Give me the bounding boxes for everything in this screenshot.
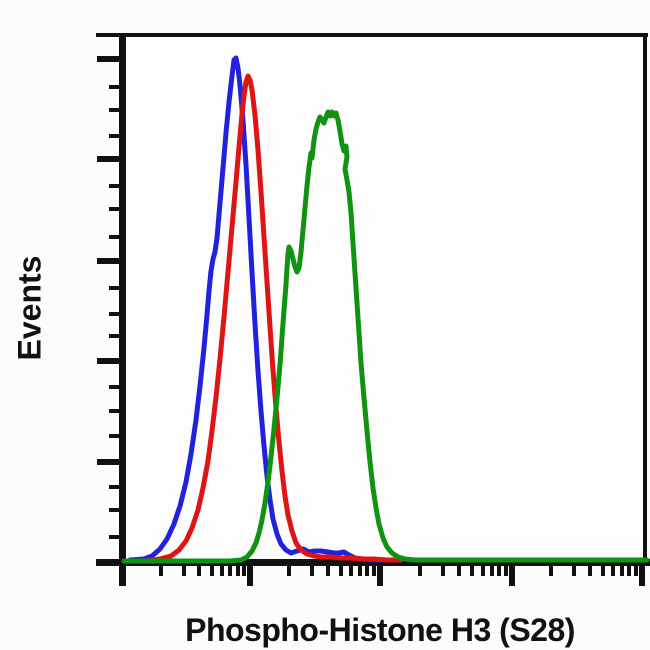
curve-blue	[127, 55, 401, 563]
y-axis-ticks	[97, 56, 122, 539]
curve-green	[121, 109, 650, 564]
x-axis-label: Phospho-Histone H3 (S28)	[185, 612, 575, 648]
x-axis-ticks	[159, 559, 645, 586]
plot-area-background	[122, 35, 646, 562]
y-axis-label: Events	[11, 255, 48, 361]
curve-red	[143, 73, 404, 564]
